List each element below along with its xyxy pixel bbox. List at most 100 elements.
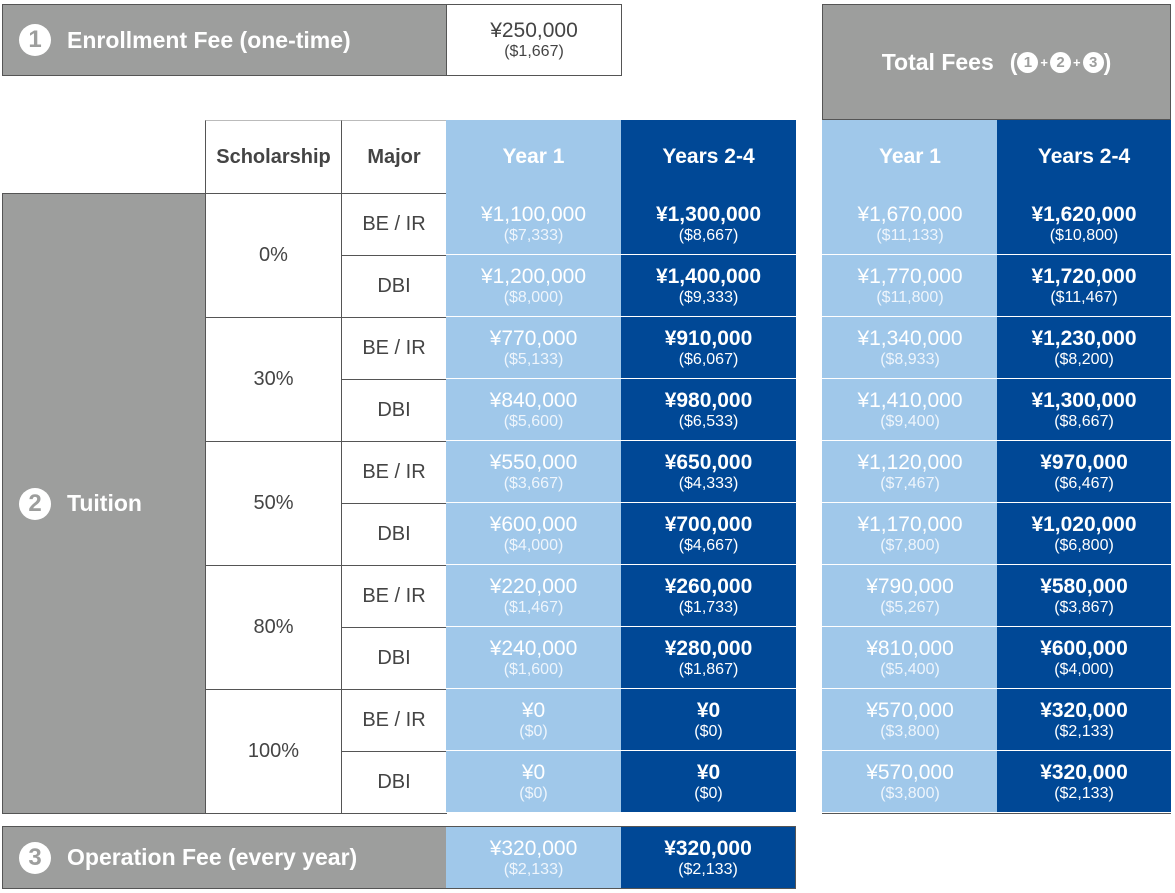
fee-yen: ¥650,000: [664, 450, 753, 474]
fee-yen: ¥1,230,000: [1031, 326, 1137, 350]
operation-years24-usd: ($2,133): [678, 860, 738, 878]
fee-cell-y2: ¥1,300,000 ($8,667): [621, 193, 796, 255]
fee-usd: ($1,600): [503, 660, 564, 678]
fee-cell-t1: ¥1,170,000 ($7,800): [822, 503, 998, 565]
fee-yen: ¥840,000: [489, 388, 578, 412]
fee-cell-y1: ¥220,000 ($1,467): [446, 565, 621, 627]
fee-cell-y2: ¥910,000 ($6,067): [621, 317, 796, 379]
operation-years24-cell: ¥320,000 ($2,133): [621, 826, 796, 889]
fee-usd: ($3,800): [880, 722, 940, 740]
fee-yen: ¥600,000: [1040, 636, 1128, 660]
header-scholarship: Scholarship: [205, 120, 342, 194]
tuition-label-cell: 2 Tuition: [2, 193, 206, 814]
fee-yen: ¥1,170,000: [857, 512, 963, 536]
fee-usd: ($11,133): [876, 226, 944, 244]
fee-yen: ¥1,020,000: [1031, 512, 1137, 536]
enrollment-yen: ¥250,000: [490, 19, 578, 42]
fee-cell-y2: ¥980,000 ($6,533): [621, 379, 796, 441]
fee-yen: ¥1,340,000: [857, 326, 963, 350]
fee-yen: ¥1,200,000: [480, 264, 587, 288]
fee-usd: ($1,467): [503, 598, 564, 616]
fee-usd: ($8,667): [678, 226, 739, 244]
fee-cell-t1: ¥1,410,000 ($9,400): [822, 379, 998, 441]
number-3-icon: 3: [19, 841, 51, 874]
fee-cell-t2: ¥320,000 ($2,133): [997, 689, 1171, 751]
fee-usd: ($0): [694, 722, 723, 740]
fee-cell-t1: ¥570,000 ($3,800): [822, 689, 998, 751]
enrollment-label-cell: 1 Enrollment Fee (one-time): [2, 4, 447, 76]
fee-cell-t1: ¥570,000 ($3,800): [822, 751, 998, 813]
fee-yen: ¥570,000: [866, 760, 954, 784]
fee-usd: ($4,000): [1054, 660, 1114, 678]
scholarship-cell: 30%: [205, 317, 342, 442]
fee-yen: ¥1,400,000: [655, 264, 762, 288]
major-cell: BE / IR: [341, 193, 447, 256]
operation-year1-yen: ¥320,000: [489, 836, 578, 860]
fee-yen: ¥770,000: [489, 326, 578, 350]
fee-usd: ($5,133): [503, 350, 564, 368]
tuition-label: Tuition: [67, 490, 142, 516]
operation-label-cell: 3 Operation Fee (every year): [2, 826, 447, 889]
operation-year1-usd: ($2,133): [503, 860, 564, 878]
fee-yen: ¥280,000: [664, 636, 753, 660]
fee-usd: ($9,333): [678, 288, 739, 306]
fee-yen: ¥1,100,000: [480, 202, 587, 226]
fee-usd: ($3,667): [503, 474, 564, 492]
fee-cell-t1: ¥1,340,000 ($8,933): [822, 317, 998, 379]
fee-cell-y1: ¥0 ($0): [446, 689, 621, 751]
fee-cell-t2: ¥320,000 ($2,133): [997, 751, 1171, 813]
fee-yen: ¥600,000: [489, 512, 578, 536]
header-major: Major: [341, 120, 447, 194]
fee-usd: ($7,467): [880, 474, 940, 492]
total-fees-header: Total Fees ( 1 + 2 + 3 ): [822, 4, 1171, 120]
fee-usd: ($4,333): [678, 474, 739, 492]
fee-cell-t2: ¥600,000 ($4,000): [997, 627, 1171, 689]
fee-cell-y2: ¥0 ($0): [621, 689, 796, 751]
number-3-icon: 3: [1082, 51, 1104, 73]
fee-yen: ¥320,000: [1040, 698, 1128, 722]
fee-usd: ($9,400): [880, 412, 940, 430]
fee-usd: ($4,667): [678, 536, 739, 554]
fee-cell-y2: ¥280,000 ($1,867): [621, 627, 796, 689]
plus: +: [1040, 54, 1049, 70]
fee-cell-y1: ¥1,100,000 ($7,333): [446, 193, 621, 255]
major-cell: DBI: [341, 255, 447, 318]
close-paren: ): [1103, 48, 1112, 75]
fee-usd: ($3,867): [1054, 598, 1114, 616]
fee-yen: ¥0: [521, 698, 546, 722]
major-cell: DBI: [341, 503, 447, 566]
fee-usd: ($4,000): [503, 536, 564, 554]
fee-cell-t2: ¥1,230,000 ($8,200): [997, 317, 1171, 379]
fee-cell-t2: ¥1,720,000 ($11,467): [997, 255, 1171, 317]
fee-cell-t1: ¥1,770,000 ($11,800): [822, 255, 998, 317]
fee-yen: ¥320,000: [1040, 760, 1128, 784]
fee-cell-t1: ¥790,000 ($5,267): [822, 565, 998, 627]
fee-yen: ¥1,410,000: [857, 388, 963, 412]
fee-yen: ¥910,000: [664, 326, 753, 350]
scholarship-cell: 100%: [205, 689, 342, 814]
fee-yen: ¥1,620,000: [1031, 202, 1137, 226]
header-year1: Year 1: [446, 120, 621, 194]
fee-usd: ($5,267): [880, 598, 940, 616]
number-1-icon: 1: [19, 24, 51, 56]
fee-usd: ($6,800): [1054, 536, 1114, 554]
header-total-year1: Year 1: [822, 120, 998, 194]
fee-usd: ($8,200): [1054, 350, 1114, 368]
fee-usd: ($0): [519, 722, 548, 740]
fee-cell-t1: ¥1,120,000 ($7,467): [822, 441, 998, 503]
number-2-icon: 2: [1050, 51, 1072, 73]
fee-usd: ($2,133): [1054, 722, 1114, 740]
fee-cell-t2: ¥970,000 ($6,467): [997, 441, 1171, 503]
number-1-icon: 1: [1017, 51, 1039, 73]
major-cell: BE / IR: [341, 441, 447, 504]
fee-cell-t1: ¥810,000 ($5,400): [822, 627, 998, 689]
major-cell: BE / IR: [341, 565, 447, 628]
fee-cell-y1: ¥240,000 ($1,600): [446, 627, 621, 689]
fee-usd: ($0): [519, 784, 548, 802]
fee-cell-y1: ¥770,000 ($5,133): [446, 317, 621, 379]
major-cell: BE / IR: [341, 317, 447, 380]
fee-yen: ¥550,000: [489, 450, 578, 474]
fee-cell-y1: ¥1,200,000 ($8,000): [446, 255, 621, 317]
fee-usd: ($1,733): [678, 598, 739, 616]
fee-usd: ($11,467): [1050, 288, 1118, 306]
